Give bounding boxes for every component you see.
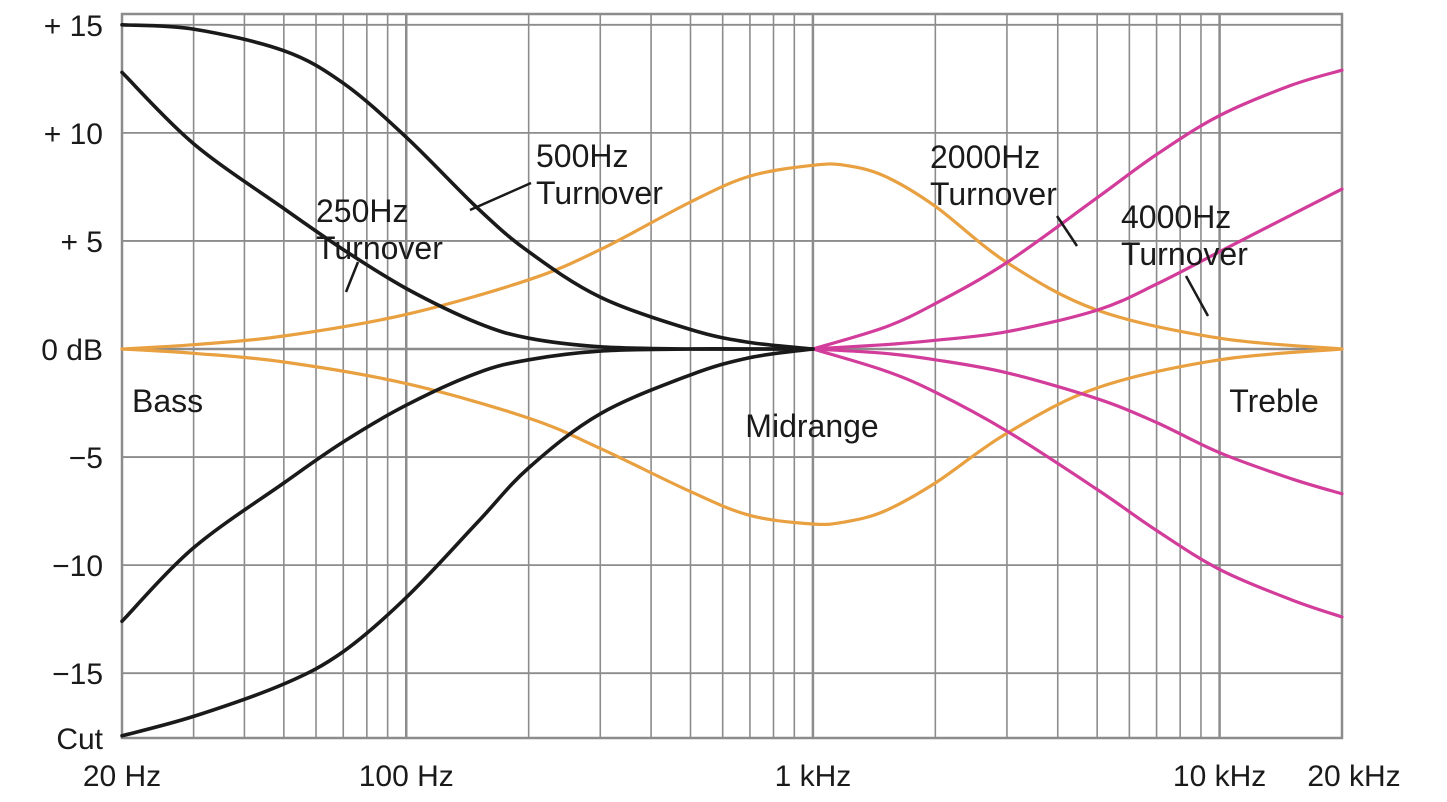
midrange-curve-5: [120, 162, 1344, 351]
y-tick-label: −15: [52, 658, 103, 691]
leader-line-t500: [469, 181, 532, 212]
treble-curve-10: [811, 347, 1344, 619]
y-tick-label: −5: [69, 442, 103, 475]
series-group: [120, 23, 1344, 738]
bass-curve-4: [120, 347, 815, 738]
x-axis-ticks: 20 Hz 100 Hz 1 kHz 10 kHz 20 kHz: [83, 760, 1401, 793]
treble-curve-9: [811, 347, 1344, 496]
annotation-midrange: Midrange: [745, 408, 878, 444]
annotation-t250-line-2: Turnover: [316, 230, 443, 266]
x-tick-label: 100 Hz: [359, 760, 454, 793]
annotation-t250-line-1: 250Hz: [316, 193, 409, 229]
x-tick-label: 1 kHz: [775, 760, 852, 793]
x-tick-label: 20 kHz: [1307, 760, 1400, 793]
annotation-treble: Treble: [1229, 383, 1319, 419]
x-tick-label: 10 kHz: [1173, 760, 1266, 793]
annotation-t4000-line-1: 4000Hz: [1121, 199, 1231, 235]
y-tick-label: + 5: [60, 226, 103, 259]
y-axis-ticks: + 15 + 10 + 5 0 dB −5 −10 −15 Cut: [41, 10, 103, 756]
y-tick-label: 0 dB: [41, 334, 103, 367]
annotation-t2000-line-1: 2000Hz: [930, 139, 1040, 175]
annotation-t4000-line-2: Turnover: [1121, 236, 1248, 272]
bass-curve-3: [120, 347, 815, 624]
annotation-bass: Bass: [132, 383, 203, 419]
leader-line-t250: [344, 261, 360, 293]
annotation-t2000-line-2: Turnover: [930, 176, 1057, 212]
bass-curve-1: [120, 23, 815, 351]
y-tick-label: −10: [52, 550, 103, 583]
treble-curve-7: [811, 68, 1344, 351]
annotation-t500-line-1: 500Hz: [536, 138, 629, 174]
leader-line-t4000: [1184, 275, 1210, 317]
treble-curve-8: [811, 187, 1344, 351]
x-tick-label: 20 Hz: [83, 760, 161, 793]
y-tick-label: Cut: [56, 723, 103, 756]
midrange-curve-6: [120, 347, 1344, 527]
annotation-t500-line-2: Turnover: [536, 175, 663, 211]
plot-frame: [120, 12, 1344, 740]
y-tick-label: + 15: [44, 10, 103, 43]
annotations: BassMidrangeTreble500HzTurnover250HzTurn…: [132, 138, 1319, 444]
leader-line-t2000: [1055, 215, 1079, 247]
y-tick-label: + 10: [44, 118, 103, 151]
